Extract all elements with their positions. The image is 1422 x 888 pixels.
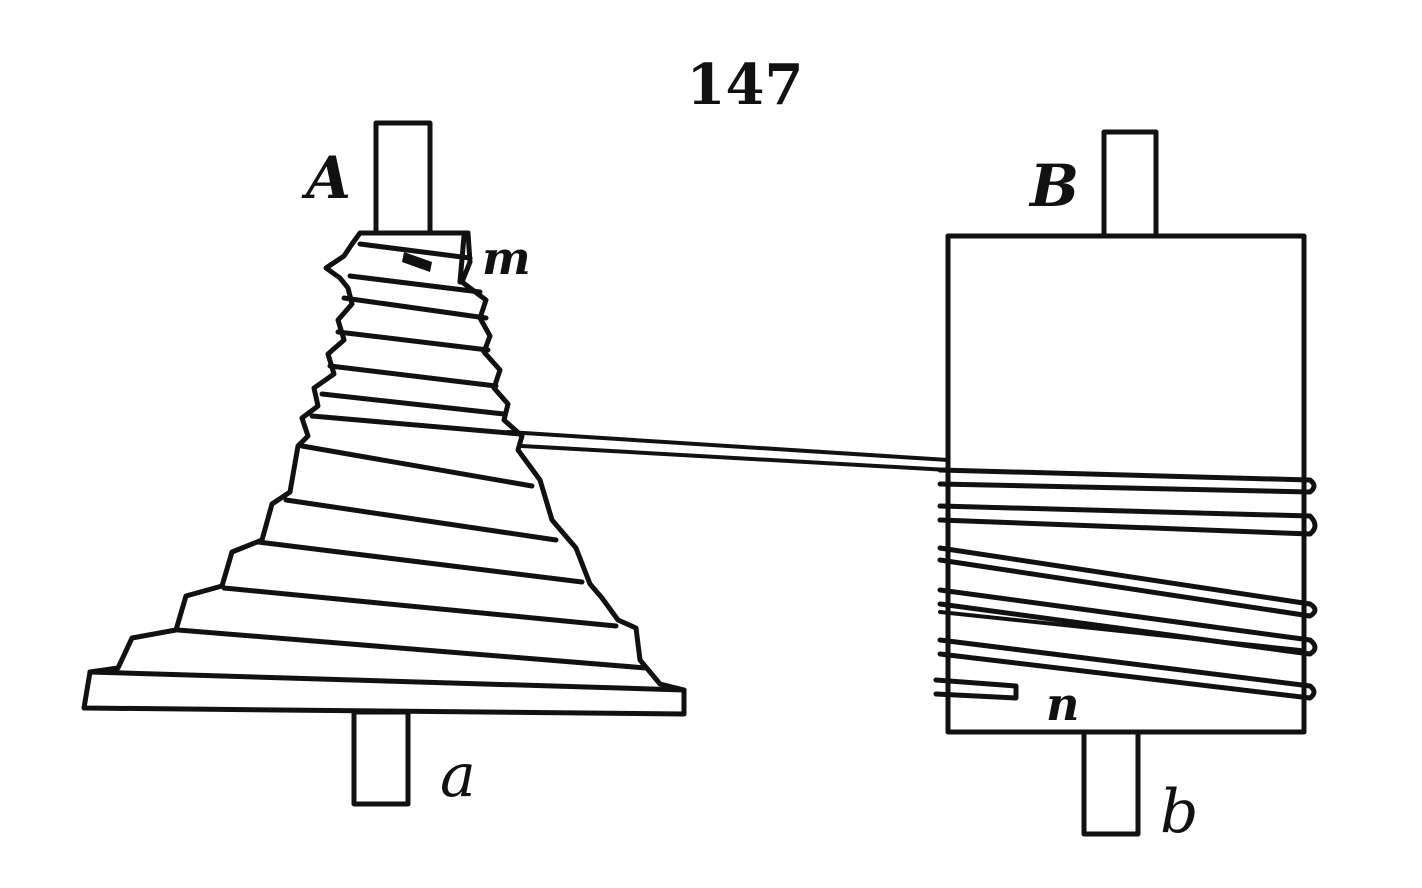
drum-upper-shaft [1101, 129, 1159, 241]
cone-spiral-grooves [175, 241, 649, 671]
cone-lower-shaft [351, 709, 411, 807]
label-cone-pulley: A [301, 144, 351, 212]
drum-grooves [933, 467, 1318, 701]
figure-number: 147 [687, 52, 804, 118]
cone-body [81, 230, 687, 717]
label-cone-string-end: m [482, 231, 531, 285]
label-drum-string-end: n [1046, 677, 1079, 731]
drum-lower-shaft [1081, 729, 1141, 837]
cone-pulley-a [81, 120, 687, 807]
cone-upper-shaft [373, 120, 433, 236]
cone-base-top-edge [87, 669, 687, 693]
label-drum-shaft-end: b [1160, 777, 1198, 847]
label-cone-shaft-end: a [440, 741, 476, 811]
cone-top-slot [457, 233, 467, 285]
cone-string-pin [402, 252, 432, 272]
connecting-string [506, 430, 950, 472]
drum-b [933, 129, 1318, 837]
label-drum: B [1028, 152, 1079, 220]
